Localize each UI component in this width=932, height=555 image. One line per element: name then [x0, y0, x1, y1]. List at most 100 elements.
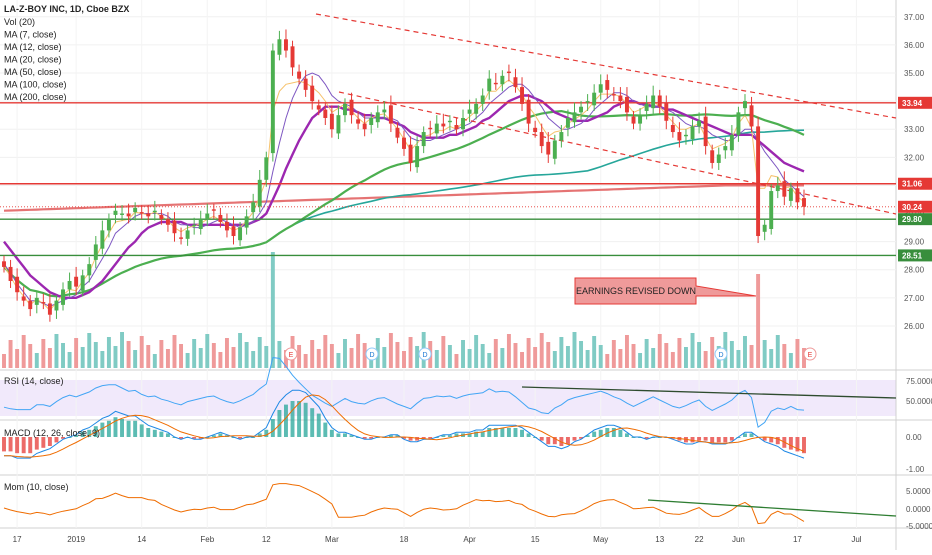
date-tick-label: 13 — [655, 535, 664, 544]
candle-body — [664, 102, 669, 121]
macd-histogram-bar — [349, 435, 354, 437]
macd-histogram-bar — [585, 435, 590, 437]
macd-histogram-bar — [467, 433, 472, 437]
volume-bar — [802, 348, 806, 368]
ma-20-line — [3, 94, 805, 299]
macd-histogram-bar — [146, 428, 151, 437]
macd-histogram-bar — [284, 404, 288, 437]
volume-bar — [146, 345, 151, 368]
candle-body — [251, 202, 256, 213]
date-tick-label: Apr — [463, 535, 476, 544]
candle-body — [343, 103, 347, 116]
candle-body — [257, 179, 262, 207]
volume-bar — [165, 349, 170, 368]
volume-bar — [343, 339, 347, 368]
macd-histogram-bar — [47, 437, 52, 446]
volume-bar — [743, 336, 747, 368]
candle-body — [415, 146, 420, 168]
candle-body — [684, 134, 688, 137]
dividend-marker-label: D — [718, 352, 723, 359]
macd-histogram-bar — [421, 437, 426, 439]
macd-histogram-bar — [310, 408, 315, 437]
volume-bar — [21, 335, 26, 368]
volume-bar — [133, 350, 138, 368]
macd-histogram-bar — [297, 401, 302, 437]
legend-entry: MA (50, close) — [4, 67, 62, 77]
volume-bar — [264, 346, 269, 368]
mom-tick-neg5: -5.0000 — [906, 522, 932, 531]
ma-200-line — [3, 184, 804, 212]
legend-entry: MA (200, close) — [4, 92, 67, 102]
candle-body — [264, 157, 269, 180]
volume-bar — [395, 342, 400, 368]
candle-body — [231, 226, 236, 237]
macd-histogram-bar — [8, 437, 13, 452]
volume-bar — [684, 347, 688, 368]
candle-body — [388, 105, 393, 124]
indicator-labels: RSI (14, close) MACD (12, 26, close, 9) … — [4, 376, 932, 531]
macd-histogram-bar — [100, 422, 105, 437]
candle-body — [297, 71, 302, 79]
volume-bar — [756, 274, 761, 368]
volume-bar — [15, 349, 20, 368]
candle-body — [690, 126, 695, 140]
candle-body — [139, 212, 144, 214]
candle-body — [47, 303, 52, 315]
volume-bar — [41, 339, 46, 368]
volume-bar — [487, 353, 492, 368]
momentum-pane — [3, 483, 897, 525]
candle-body — [762, 224, 767, 232]
volume-bar — [749, 345, 754, 368]
candle-body — [303, 78, 308, 90]
momentum-line — [3, 483, 805, 525]
candle-body — [113, 210, 118, 215]
macd-histogram-bar — [2, 437, 6, 452]
volume-bar — [231, 347, 236, 368]
macd-histogram-bar — [211, 435, 216, 437]
price-tick-label: 26.00 — [904, 322, 925, 331]
volume-bar — [782, 344, 787, 368]
volume-bar — [461, 340, 465, 368]
volume-bar — [316, 349, 321, 368]
annotation-callout: EARNINGS REVISED DOWN — [574, 277, 757, 305]
volume-bar — [34, 353, 39, 368]
candle-body — [638, 115, 643, 124]
candle-body — [21, 296, 26, 301]
volume-bar — [454, 354, 459, 368]
volume-bar — [28, 344, 33, 368]
level-price-tag — [898, 177, 932, 190]
macd-histogram-bar — [690, 437, 695, 443]
macd-histogram-bar — [329, 429, 334, 437]
macd-histogram-bar — [565, 437, 570, 445]
date-axis: 17 2019 14 Feb 12 Mar 18 Apr 15 May 13 22 Jun 17 Jul — [13, 535, 862, 544]
macd-histogram-bar — [624, 433, 629, 437]
candle-body — [743, 101, 747, 109]
volume-bar — [677, 338, 682, 368]
volume-bar — [87, 333, 92, 368]
earnings-marker-label: E — [289, 352, 294, 359]
macd-histogram-bar — [28, 437, 33, 454]
macd-histogram-bar — [474, 431, 479, 437]
macd-histogram-bar — [277, 410, 282, 437]
candle-body — [487, 78, 492, 92]
volume-bar — [106, 337, 111, 368]
candle-body — [421, 132, 426, 147]
candle-body — [284, 39, 288, 51]
date-tick-label: 2019 — [67, 535, 85, 544]
date-tick-label: 14 — [137, 535, 146, 544]
macd-histogram-bar — [506, 428, 511, 437]
candle-body — [179, 237, 184, 239]
price-tick-label: 37.00 — [904, 13, 925, 22]
volume-bar — [310, 340, 315, 368]
candle-body — [126, 213, 131, 217]
candle-body — [172, 220, 177, 234]
candle-body — [34, 297, 39, 305]
macd-histogram-bar — [703, 437, 708, 441]
volume-bar — [769, 349, 774, 368]
level-price-label: 28.51 — [902, 251, 923, 260]
candle-body — [106, 219, 111, 231]
dividend-marker — [714, 347, 728, 361]
macd-histogram-bar — [769, 437, 774, 443]
price-tick-label: 36.00 — [904, 41, 925, 50]
